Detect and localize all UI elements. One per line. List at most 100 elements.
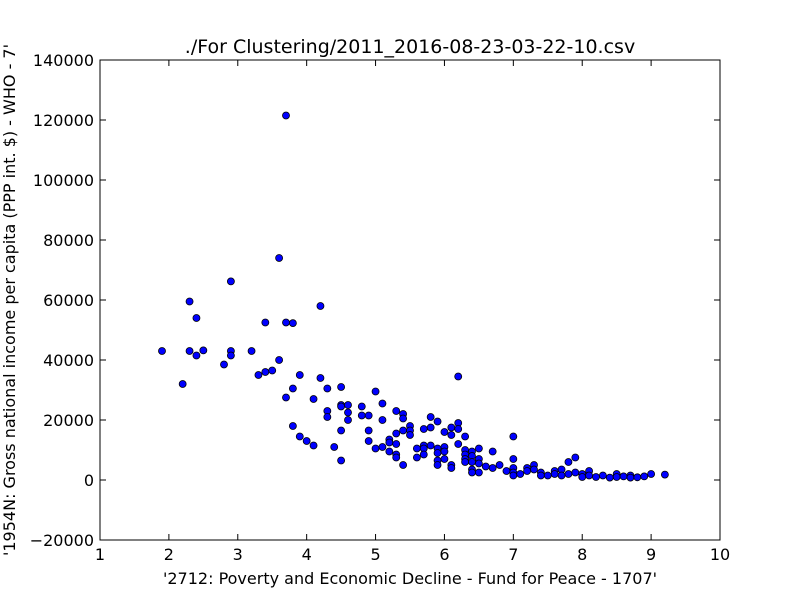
data-point (392, 429, 401, 438)
data-point (385, 447, 394, 456)
data-point (488, 464, 497, 472)
data-point (275, 356, 284, 364)
axis-tick-labels: 1 2 3 4 5 6 7 8 9 10 −20000 0 20000 40000 60000 80000 10… (30, 51, 730, 564)
data-point (619, 472, 628, 481)
data-point (454, 425, 463, 433)
data-point (288, 384, 297, 393)
data-point (433, 449, 442, 457)
data-point (509, 471, 518, 480)
data-point (523, 467, 532, 475)
data-point (419, 450, 428, 459)
x-tick-label: 10 (710, 545, 730, 564)
data-point (330, 443, 339, 451)
x-tick-label: 6 (439, 545, 449, 564)
data-point (399, 426, 408, 435)
y-tick-label: 0 (84, 471, 94, 490)
data-point (344, 408, 352, 417)
data-point (412, 453, 421, 462)
data-point (309, 395, 318, 403)
data-point (275, 254, 284, 262)
y-tick-label: 120000 (33, 111, 94, 130)
data-point (282, 393, 290, 402)
data-point (598, 471, 607, 480)
data-point (474, 459, 483, 468)
data-point (392, 453, 401, 462)
data-point (323, 413, 332, 421)
data-point (447, 464, 456, 472)
y-tick-label: 40000 (43, 351, 94, 370)
data-point (378, 399, 387, 408)
data-point (612, 473, 621, 481)
data-point (323, 384, 332, 393)
data-point (309, 441, 318, 450)
data-point (261, 318, 270, 327)
data-point (378, 416, 387, 424)
y-tick-label: 80000 (43, 231, 94, 250)
data-point (337, 456, 346, 465)
data-point (392, 440, 401, 448)
data-point (316, 374, 325, 382)
data-point (550, 470, 559, 478)
data-point (378, 443, 387, 451)
data-point (633, 473, 642, 482)
data-point (592, 473, 600, 481)
data-point (468, 468, 476, 477)
data-point (226, 277, 235, 286)
data-point (454, 440, 463, 448)
data-point (440, 455, 449, 463)
y-tick-label: 20000 (43, 411, 94, 430)
data-point (337, 426, 346, 435)
x-tick-label: 7 (508, 545, 518, 564)
data-point (536, 471, 545, 480)
data-point (364, 411, 373, 420)
data-point (557, 471, 566, 480)
y-tick-label: 140000 (33, 51, 94, 70)
data-point (295, 371, 304, 379)
data-point (426, 413, 435, 421)
data-point (530, 465, 538, 474)
data-point (495, 461, 504, 469)
data-point (302, 437, 311, 445)
data-point (158, 347, 166, 355)
data-point (268, 366, 277, 375)
y-tick-label: −20000 (30, 531, 94, 550)
data-point (344, 416, 352, 424)
data-point (468, 458, 476, 466)
data-point (357, 402, 366, 411)
data-point (640, 472, 649, 481)
data-point (282, 318, 290, 327)
data-point (399, 461, 408, 469)
data-point (447, 431, 456, 439)
data-point (474, 444, 483, 453)
data-point (564, 458, 573, 466)
data-point (337, 383, 346, 391)
data-point (571, 453, 580, 462)
data-point (261, 368, 270, 376)
data-point (185, 347, 194, 355)
x-tick-label: 3 (233, 545, 243, 564)
data-points (158, 111, 669, 482)
data-point (192, 351, 201, 360)
data-point (178, 380, 187, 388)
y-tick-label: 60000 (43, 291, 94, 310)
x-tick-label: 5 (370, 545, 380, 564)
data-point (426, 441, 435, 450)
data-point (371, 444, 380, 453)
data-point (399, 414, 408, 423)
data-point (440, 447, 449, 456)
x-tick-label: 2 (164, 545, 174, 564)
data-point (412, 444, 421, 453)
data-point (406, 431, 414, 439)
data-point (199, 346, 208, 355)
x-axis-title: '2712: Poverty and Economic Decline - Fu… (163, 569, 657, 588)
plot-area-frame (99, 59, 721, 541)
data-point (585, 471, 594, 480)
data-point (578, 473, 587, 481)
x-tick-label: 9 (646, 545, 656, 564)
data-point (433, 417, 442, 426)
data-point (509, 432, 518, 441)
data-point (626, 473, 635, 482)
data-point (516, 470, 525, 478)
data-point (385, 438, 394, 447)
